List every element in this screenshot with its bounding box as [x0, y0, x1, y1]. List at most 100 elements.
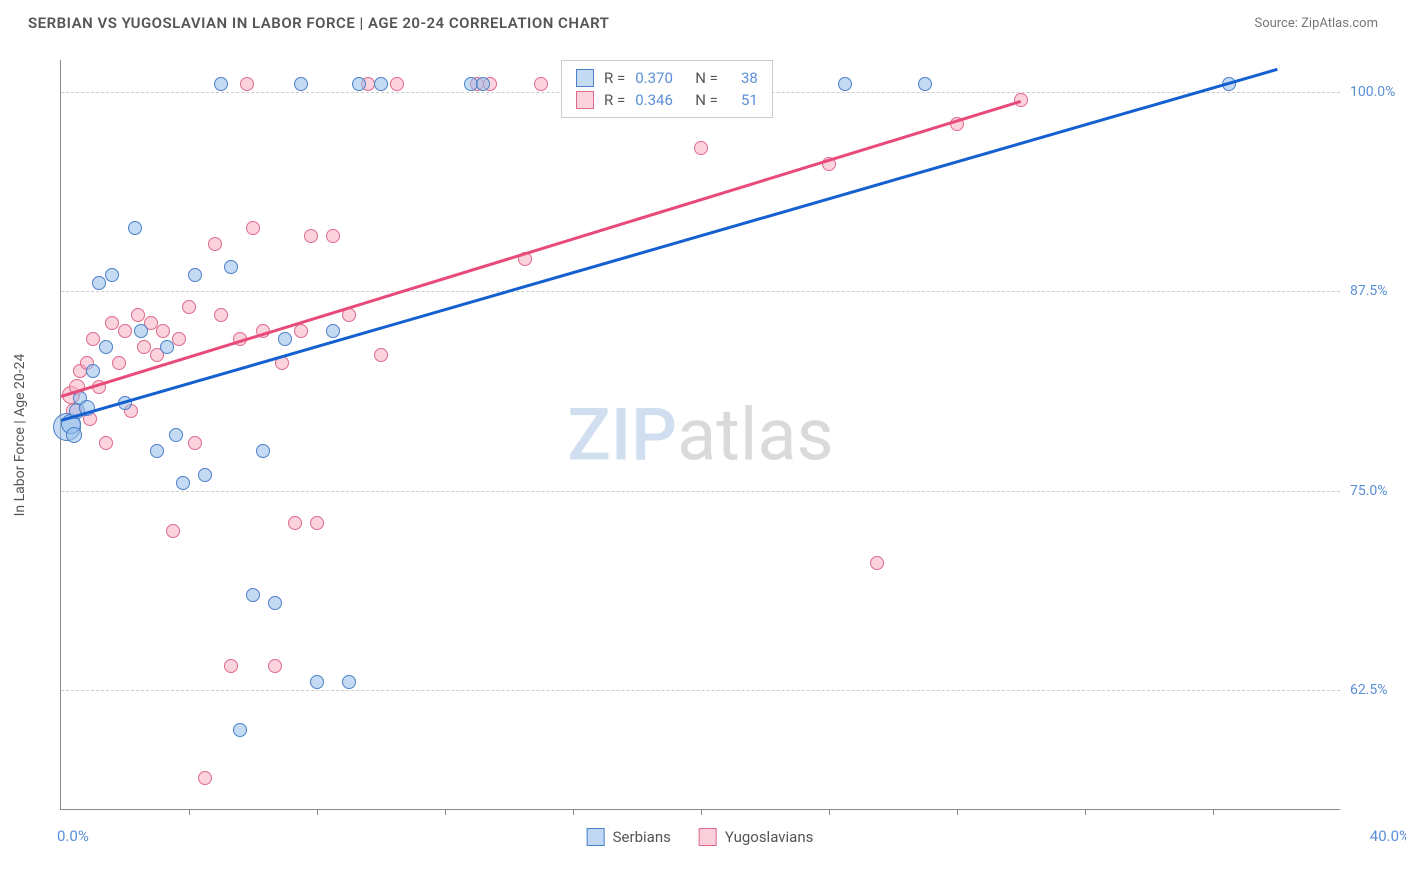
data-point [224, 659, 238, 673]
trend-line [61, 68, 1278, 421]
data-point [214, 77, 228, 91]
data-point [112, 356, 126, 370]
data-point [374, 348, 388, 362]
chart-title: SERBIAN VS YUGOSLAVIAN IN LABOR FORCE | … [28, 14, 609, 32]
data-point [310, 516, 324, 530]
data-point [128, 221, 142, 235]
data-point [326, 324, 340, 338]
y-axis-title: In Labor Force | Age 20-24 [12, 354, 28, 517]
data-point [208, 237, 222, 251]
x-max-label: 40.0% [1370, 827, 1406, 845]
data-point [256, 444, 270, 458]
data-point [233, 723, 247, 737]
data-point [294, 324, 308, 338]
data-point [86, 364, 100, 378]
chart-header: SERBIAN VS YUGOSLAVIAN IN LABOR FORCE | … [0, 0, 1406, 42]
data-point [694, 141, 708, 155]
data-point [374, 77, 388, 91]
data-point [918, 77, 932, 91]
x-tick [189, 809, 190, 815]
data-point [188, 268, 202, 282]
stats-n-label: N = [695, 91, 718, 109]
data-point [288, 516, 302, 530]
stats-r-label: R = [604, 69, 625, 87]
data-point [92, 276, 106, 290]
stats-r-value: 0.370 [635, 69, 685, 87]
x-tick [957, 809, 958, 815]
data-point [118, 324, 132, 338]
data-point [188, 436, 202, 450]
data-point [268, 659, 282, 673]
data-point [326, 229, 340, 243]
data-point [172, 332, 186, 346]
x-tick [445, 809, 446, 815]
data-point [246, 221, 260, 235]
legend-label-yugoslavians: Yugoslavians [725, 828, 814, 846]
y-tick-label: 75.0% [1350, 483, 1406, 499]
swatch-yugoslavians [699, 828, 717, 846]
data-point [150, 444, 164, 458]
plot-region: ZIPatlas 62.5%75.0%87.5%100.0%0.0%40.0%R… [60, 60, 1340, 810]
watermark-atlas: atlas [677, 392, 834, 477]
x-tick [829, 809, 830, 815]
swatch-serbians [587, 828, 605, 846]
legend-label-serbians: Serbians [613, 828, 671, 846]
data-point [224, 260, 238, 274]
x-tick [573, 809, 574, 815]
data-point [1014, 93, 1028, 107]
data-point [534, 77, 548, 91]
data-point [838, 77, 852, 91]
data-point [99, 340, 113, 354]
data-point [105, 316, 119, 330]
y-tick-label: 87.5% [1350, 283, 1406, 299]
stats-n-label: N = [695, 69, 718, 87]
stats-n-value: 51 [728, 91, 758, 109]
stats-n-value: 38 [728, 69, 758, 87]
data-point [278, 332, 292, 346]
data-point [105, 268, 119, 282]
gridline [61, 291, 1340, 292]
data-point [268, 596, 282, 610]
data-point [160, 340, 174, 354]
stats-r-value: 0.346 [635, 91, 685, 109]
gridline [61, 491, 1340, 492]
data-point [156, 324, 170, 338]
stats-swatch [576, 69, 594, 87]
chart-area: ZIPatlas 62.5%75.0%87.5%100.0%0.0%40.0%R… [60, 60, 1340, 810]
x-tick [701, 809, 702, 815]
data-point [390, 77, 404, 91]
trend-line [61, 100, 1022, 398]
x-min-label: 0.0% [57, 827, 89, 845]
data-point [310, 675, 324, 689]
data-point [131, 308, 145, 322]
stats-row: R = 0.370 N = 38 [576, 67, 758, 89]
data-point [294, 77, 308, 91]
y-tick-label: 62.5% [1350, 682, 1406, 698]
data-point [240, 77, 254, 91]
data-point [870, 556, 884, 570]
legend-item-yugoslavians: Yugoslavians [699, 828, 814, 846]
data-point [304, 229, 318, 243]
data-point [137, 340, 151, 354]
data-point [166, 524, 180, 538]
data-point [198, 771, 212, 785]
x-tick [317, 809, 318, 815]
x-tick [1213, 809, 1214, 815]
data-point [182, 300, 196, 314]
stats-row: R =0.346N =51 [576, 89, 758, 111]
watermark-zip: ZIP [567, 392, 677, 477]
watermark: ZIPatlas [567, 392, 833, 477]
data-point [86, 332, 100, 346]
x-tick [1085, 809, 1086, 815]
data-point [476, 77, 490, 91]
stats-swatch [576, 91, 594, 109]
y-tick-label: 100.0% [1350, 84, 1406, 100]
legend: Serbians Yugoslavians [587, 828, 814, 846]
data-point [246, 588, 260, 602]
gridline [61, 690, 1340, 691]
data-point [134, 324, 148, 338]
stats-box: R = 0.370 N = 38R = 0.346 N = 51 [561, 60, 773, 118]
data-point [198, 468, 212, 482]
legend-item-serbians: Serbians [587, 828, 671, 846]
source-label: Source: ZipAtlas.com [1254, 16, 1378, 31]
